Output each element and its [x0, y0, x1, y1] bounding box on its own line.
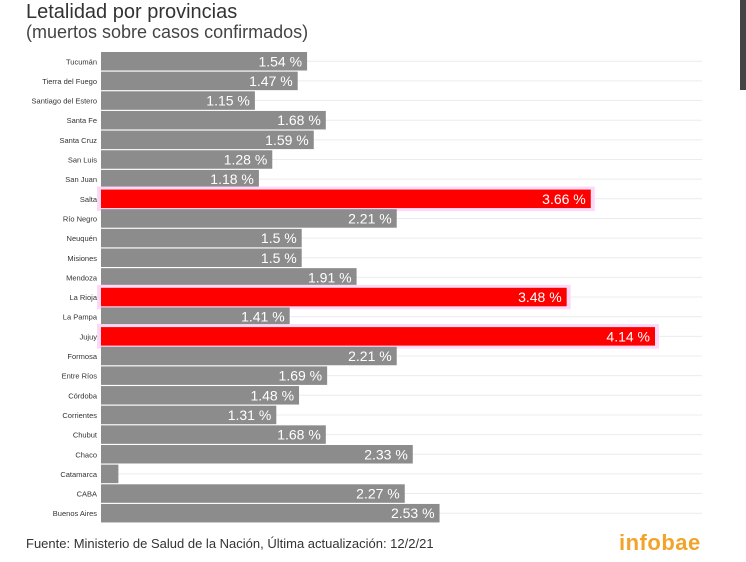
category-label: Río Negro: [63, 214, 97, 223]
data-label: 2.27 %: [356, 486, 400, 502]
chart-subtitle: (muertos sobre casos confirmados): [26, 22, 309, 42]
category-label: San Juan: [65, 175, 97, 184]
bar: [101, 110, 326, 130]
bar: [101, 169, 259, 189]
category-label: Córdoba: [68, 391, 98, 400]
data-label: 1.47 %: [249, 73, 293, 89]
bar: [101, 189, 591, 209]
data-label: 1.48 %: [250, 387, 294, 403]
data-label: 2.21 %: [348, 210, 392, 226]
bar: [101, 287, 567, 307]
category-label: Corrientes: [62, 411, 97, 420]
data-label: 1.15 %: [206, 93, 250, 109]
category-label: Jujuy: [79, 332, 97, 341]
bar: [101, 386, 300, 405]
bar: [101, 209, 397, 228]
data-label: 2.21 %: [348, 348, 392, 364]
category-label: CABA: [77, 490, 97, 499]
data-label: 1.91 %: [308, 269, 352, 285]
data-label: 1.28 %: [224, 152, 268, 168]
bar: [101, 366, 328, 385]
category-label: Neuquén: [67, 234, 97, 243]
bar: [101, 346, 397, 366]
category-label: Chaco: [75, 450, 97, 459]
data-label: 1.69 %: [279, 368, 323, 384]
source-note: Fuente: Ministerio de Salud de la Nación…: [26, 536, 434, 551]
data-label: 1.5 %: [261, 230, 297, 246]
window-edge: [740, 0, 746, 90]
category-label: Chubut: [73, 431, 98, 440]
bar: [101, 327, 655, 346]
bar: [101, 405, 277, 425]
category-label: Formosa: [67, 352, 97, 361]
data-label: 4.14 %: [606, 328, 650, 344]
chart-title: Letalidad por provincias: [26, 1, 238, 23]
category-label: Tucumán: [66, 57, 97, 66]
data-label: 1.5 %: [261, 250, 297, 266]
data-label: 1.54 %: [258, 53, 302, 69]
data-label: 3.66 %: [542, 191, 586, 207]
category-label: Misiones: [67, 254, 97, 263]
data-label: 3.48 %: [518, 289, 562, 305]
bar: [101, 91, 255, 110]
data-label: 1.31 %: [228, 407, 272, 423]
category-label: Mendoza: [66, 273, 98, 282]
infobae-logo: infobae: [619, 530, 701, 555]
category-label: Santa Fe: [67, 116, 97, 125]
category-label: Santiago del Estero: [32, 97, 97, 106]
category-label: Buenos Aires: [53, 509, 97, 518]
bar: [101, 71, 298, 91]
bar: [101, 228, 302, 248]
bar: [101, 130, 314, 150]
data-label: 1.68 %: [277, 112, 321, 128]
category-label: La Pampa: [63, 313, 98, 322]
category-label: Salta: [80, 195, 98, 204]
bar: [101, 503, 440, 523]
category-label: Santa Cruz: [59, 136, 97, 145]
bar: [101, 52, 308, 71]
category-label: Entre Ríos: [62, 372, 98, 381]
bar: [101, 445, 413, 464]
bar-chart: Tucumán 1.54 % Tierra del Fuego 1.47 % Santi…: [32, 52, 702, 523]
data-label: 1.41 %: [241, 309, 285, 325]
data-label: 1.18 %: [210, 171, 254, 187]
data-label: 2.53 %: [391, 505, 435, 521]
bar: [101, 484, 405, 503]
data-label: 1.68 %: [277, 427, 321, 443]
category-label: Catamarca: [60, 470, 98, 479]
bar: [101, 150, 273, 169]
bar: [101, 268, 357, 287]
bar: [101, 307, 290, 326]
category-label: Tierra del Fuego: [42, 77, 97, 86]
data-label: 1.59 %: [265, 132, 309, 148]
bar: [101, 248, 302, 267]
category-label: La Rioja: [69, 293, 97, 302]
data-label: 2.33 %: [364, 446, 408, 462]
bar: [101, 425, 326, 444]
category-label: San Luis: [68, 156, 97, 165]
bar: [101, 464, 119, 484]
